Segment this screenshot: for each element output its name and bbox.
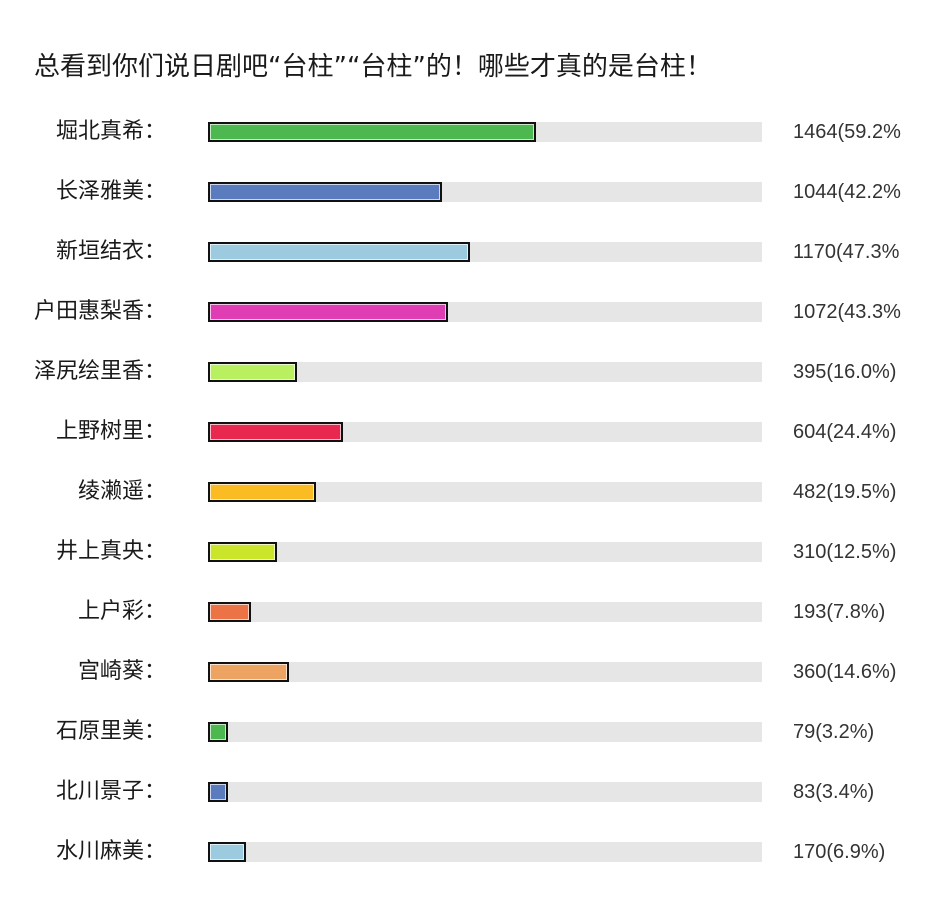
vote-count: 395(16.0%) bbox=[793, 361, 897, 383]
vote-count: 482(19.5%) bbox=[793, 481, 897, 503]
result-row: 宫崎葵： 360(14.6%) bbox=[0, 652, 926, 692]
vote-count: 1464(59.2% bbox=[793, 121, 901, 143]
bar-track bbox=[208, 782, 762, 802]
result-row: 北川景子： 83(3.4%) bbox=[0, 772, 926, 812]
candidate-label: 户田惠梨香： bbox=[33, 299, 166, 324]
vote-count: 170(6.9%) bbox=[793, 841, 886, 863]
bar-track bbox=[208, 842, 762, 862]
result-row: 长泽雅美： 1044(42.2% bbox=[0, 172, 926, 212]
vote-count: 83(3.4%) bbox=[793, 781, 875, 803]
bar-track bbox=[208, 422, 762, 442]
vote-count: 1072(43.3% bbox=[793, 301, 901, 323]
result-row: 新垣结衣： 1170(47.3% bbox=[0, 232, 926, 272]
bar-track bbox=[208, 602, 762, 622]
candidate-label: 新垣结衣： bbox=[55, 239, 166, 264]
vote-bar bbox=[208, 482, 316, 502]
vote-bar bbox=[208, 302, 448, 322]
vote-count: 79(3.2%) bbox=[793, 721, 875, 743]
result-row: 水川麻美： 170(6.9%) bbox=[0, 832, 926, 872]
vote-bar bbox=[208, 422, 343, 442]
vote-bar bbox=[208, 242, 470, 262]
candidate-label: 泽尻绘里香： bbox=[33, 359, 166, 384]
candidate-label: 井上真央： bbox=[55, 539, 166, 564]
vote-count: 310(12.5%) bbox=[793, 541, 897, 563]
vote-bar bbox=[208, 842, 246, 862]
bar-track bbox=[208, 242, 762, 262]
result-row: 绫濑遥： 482(19.5%) bbox=[0, 472, 926, 512]
vote-count: 193(7.8%) bbox=[793, 601, 886, 623]
bar-track bbox=[208, 662, 762, 682]
vote-bar bbox=[208, 542, 277, 562]
vote-bar bbox=[208, 662, 289, 682]
candidate-label: 堀北真希： bbox=[55, 119, 166, 144]
candidate-label: 上户彩： bbox=[77, 599, 166, 624]
result-row: 户田惠梨香： 1072(43.3% bbox=[0, 292, 926, 332]
bar-track bbox=[208, 722, 762, 742]
vote-count: 1044(42.2% bbox=[793, 181, 901, 203]
bar-track bbox=[208, 182, 762, 202]
result-row: 井上真央： 310(12.5%) bbox=[0, 532, 926, 572]
result-row: 堀北真希： 1464(59.2% bbox=[0, 112, 926, 152]
vote-bar bbox=[208, 122, 536, 142]
candidate-label: 宫崎葵： bbox=[77, 659, 166, 684]
bar-track bbox=[208, 362, 762, 382]
candidate-label: 上野树里： bbox=[55, 419, 166, 444]
candidate-label: 绫濑遥： bbox=[77, 479, 166, 504]
result-row: 泽尻绘里香： 395(16.0%) bbox=[0, 352, 926, 392]
chart-title: 总看到你们说日剧吧“台柱”“台柱”的！哪些才真的是台柱！ bbox=[34, 52, 712, 82]
vote-bar bbox=[208, 182, 442, 202]
vote-bar bbox=[208, 602, 251, 622]
candidate-label: 长泽雅美： bbox=[55, 179, 166, 204]
bar-track bbox=[208, 302, 762, 322]
candidate-label: 水川麻美： bbox=[55, 839, 166, 864]
bar-track bbox=[208, 482, 762, 502]
vote-count: 1170(47.3% bbox=[793, 241, 900, 263]
candidate-label: 石原里美： bbox=[55, 719, 166, 744]
result-row: 上户彩： 193(7.8%) bbox=[0, 592, 926, 632]
vote-bar bbox=[208, 782, 228, 802]
bar-track bbox=[208, 122, 762, 142]
vote-count: 604(24.4%) bbox=[793, 421, 897, 443]
result-row: 石原里美： 79(3.2%) bbox=[0, 712, 926, 752]
vote-bar bbox=[208, 362, 297, 382]
bar-track bbox=[208, 542, 762, 562]
candidate-label: 北川景子： bbox=[55, 779, 166, 804]
vote-bar bbox=[208, 722, 228, 742]
result-row: 上野树里： 604(24.4%) bbox=[0, 412, 926, 452]
vote-count: 360(14.6%) bbox=[793, 661, 897, 683]
